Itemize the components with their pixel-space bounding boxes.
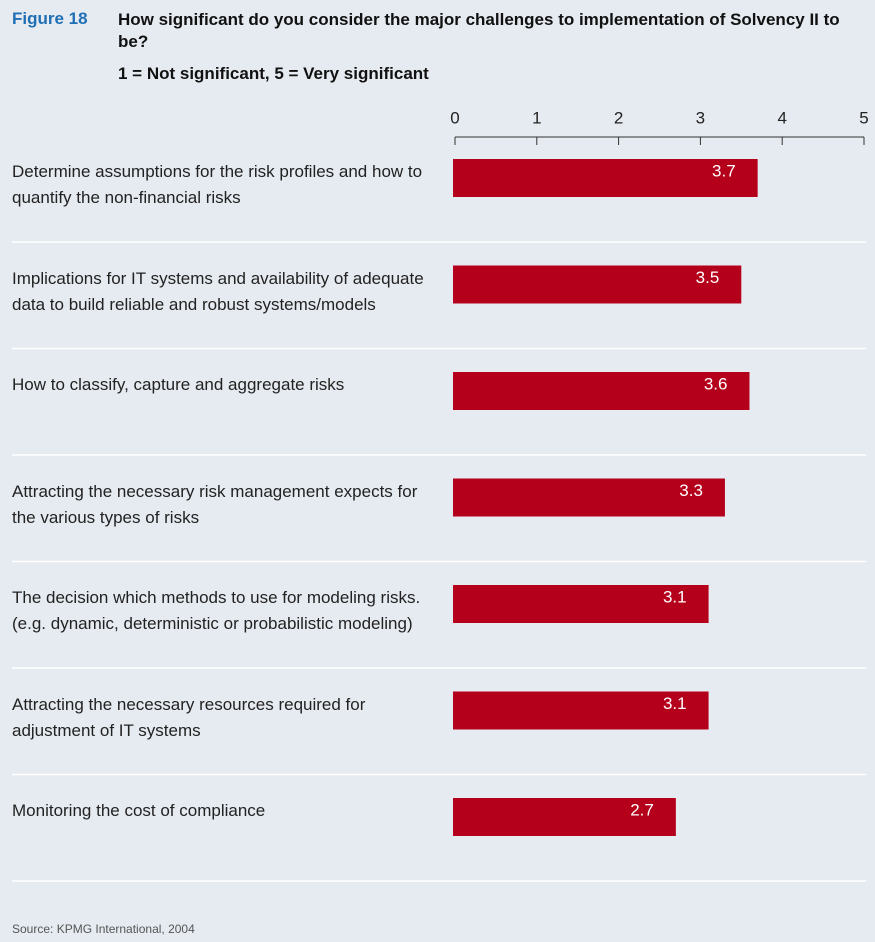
x-tick-label: 2 [614, 108, 623, 127]
bar [453, 159, 758, 197]
category-label: The decision which methods to use for mo… [12, 588, 421, 633]
value-label: 3.1 [663, 587, 687, 606]
chart-subtitle: 1 = Not significant, 5 = Very significan… [118, 64, 429, 83]
category-label: Determine assumptions for the risk profi… [12, 162, 423, 207]
bar [453, 265, 742, 304]
category-label: Monitoring the cost of compliance [12, 801, 266, 820]
x-tick-label: 1 [532, 108, 541, 127]
x-tick-label: 3 [696, 108, 705, 127]
value-label: 3.5 [696, 268, 720, 287]
x-tick-label: 5 [859, 108, 868, 127]
bar [453, 585, 709, 623]
category-label: How to classify, capture and aggregate r… [12, 375, 345, 394]
value-label: 3.7 [712, 161, 736, 180]
bar [453, 372, 750, 410]
value-label: 3.3 [679, 481, 703, 500]
bar [453, 478, 725, 517]
category-label: Implications for IT systems and availabi… [12, 268, 424, 314]
value-label: 2.7 [630, 800, 654, 819]
value-label: 3.1 [663, 694, 687, 713]
bar [453, 691, 709, 730]
figure-label: Figure 18 [12, 9, 88, 28]
bar [453, 798, 676, 836]
x-tick-label: 4 [777, 108, 786, 127]
x-tick-label: 0 [450, 108, 459, 127]
chart-title: How significant do you consider the majo… [118, 10, 840, 51]
value-label: 3.6 [704, 374, 728, 393]
category-label: Attracting the necessary risk management… [12, 481, 418, 527]
source: Source: KPMG International, 2004 [12, 922, 195, 936]
category-label: Attracting the necessary resources requi… [12, 694, 366, 740]
